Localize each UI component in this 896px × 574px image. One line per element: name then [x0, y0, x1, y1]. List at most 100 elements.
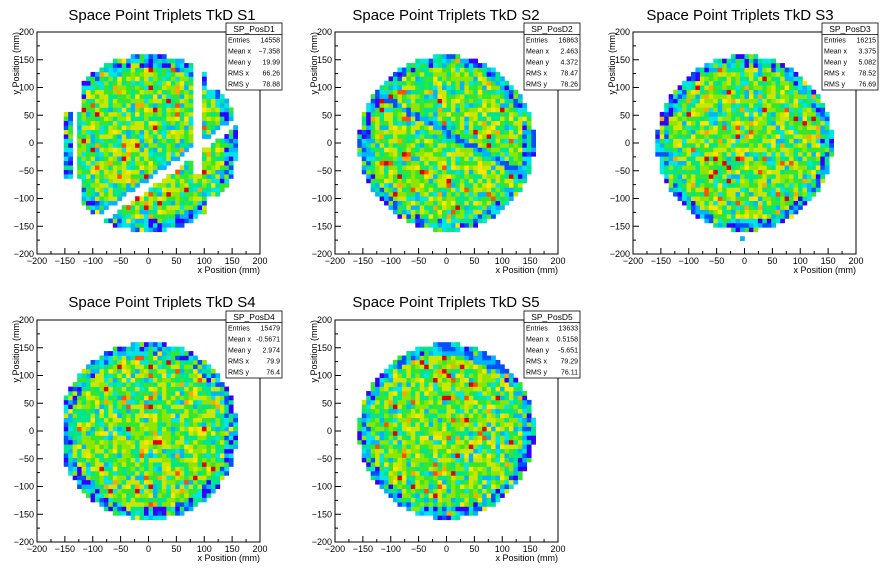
- heatmap-bin: [175, 510, 181, 516]
- heatmap-bin: [455, 205, 461, 210]
- heatmap-bin: [793, 125, 799, 130]
- heatmap-bin: [188, 187, 194, 193]
- heatmap-bin: [753, 165, 759, 170]
- heatmap-bin: [450, 182, 456, 188]
- heatmap-bin: [495, 107, 501, 113]
- heatmap-bin: [152, 227, 158, 233]
- heatmap-bin: [744, 129, 750, 135]
- heatmap-bin: [762, 80, 768, 86]
- heatmap-bin: [170, 178, 176, 184]
- heatmap-bin: [784, 147, 790, 153]
- heatmap-bin: [486, 107, 492, 113]
- heatmap-bin: [384, 85, 389, 91]
- heatmap-bin: [811, 120, 817, 126]
- heatmap-bin: [522, 147, 528, 153]
- heatmap-bin: [170, 125, 176, 130]
- heatmap-bin: [459, 174, 465, 179]
- heatmap-bin: [722, 182, 727, 188]
- heatmap-bin: [392, 76, 398, 82]
- heatmap-bin: [219, 426, 225, 432]
- heatmap-bin: [784, 98, 790, 104]
- heatmap-bin: [121, 453, 127, 458]
- heatmap-bin: [659, 143, 665, 148]
- heatmap-bin: [695, 196, 701, 202]
- heatmap-bin: [193, 359, 198, 365]
- heatmap-bin: [117, 439, 123, 445]
- heatmap-bin: [148, 156, 154, 162]
- heatmap-bin: [139, 111, 145, 117]
- heatmap-bin: [161, 395, 167, 401]
- heatmap-bin: [90, 386, 96, 392]
- heatmap-bin: [139, 218, 145, 224]
- heatmap-bin: [99, 116, 105, 122]
- heatmap-bin: [148, 80, 154, 86]
- heatmap-bin: [690, 156, 696, 162]
- heatmap-bin: [442, 187, 447, 193]
- heatmap-bin: [442, 191, 447, 197]
- heatmap-bin: [121, 510, 127, 516]
- heatmap-bin: [726, 205, 732, 210]
- heatmap-bin: [86, 408, 91, 414]
- heatmap-bin: [157, 205, 163, 210]
- heatmap-bin: [726, 218, 732, 224]
- heatmap-bin: [130, 368, 136, 374]
- heatmap-bin: [157, 479, 163, 485]
- heatmap-bin: [780, 200, 785, 206]
- heatmap-bin: [379, 191, 385, 197]
- heatmap-bin: [108, 182, 114, 188]
- heatmap-bin: [522, 111, 528, 117]
- heatmap-bin: [824, 111, 830, 117]
- heatmap-bin: [112, 355, 118, 361]
- heatmap-bin: [86, 200, 91, 206]
- heatmap-bin: [157, 218, 163, 224]
- heatmap-bin: [392, 151, 398, 157]
- heatmap-bin: [157, 111, 163, 117]
- heatmap-bin: [775, 196, 781, 202]
- heatmap-bin: [762, 147, 768, 153]
- heatmap-bin: [682, 107, 687, 113]
- heatmap-bin: [184, 129, 189, 135]
- heatmap-bin: [139, 89, 145, 95]
- heatmap-bin: [798, 178, 803, 184]
- heatmap-bin: [135, 444, 140, 450]
- heatmap-bin: [175, 351, 181, 356]
- heatmap-bin: [690, 169, 696, 175]
- heatmap-bin: [717, 174, 723, 179]
- heatmap-bin: [144, 89, 149, 95]
- heatmap-bin: [152, 80, 158, 86]
- heatmap-bin: [99, 94, 105, 99]
- heatmap-bin: [771, 63, 777, 68]
- heatmap-bin: [504, 138, 510, 144]
- heatmap-bin: [513, 147, 519, 153]
- heatmap-bin: [157, 493, 163, 498]
- heatmap-bin: [170, 457, 176, 463]
- heatmap-bin: [419, 178, 425, 184]
- heatmap-bin: [193, 187, 198, 193]
- heatmap-bin: [152, 391, 158, 396]
- heatmap-bin: [148, 143, 154, 148]
- heatmap-bin: [108, 151, 114, 157]
- heatmap-bin: [748, 182, 754, 188]
- heatmap-bin: [161, 444, 167, 450]
- heatmap-bin: [771, 222, 777, 228]
- heatmap-bin: [686, 107, 692, 113]
- heatmap-bin: [384, 98, 389, 104]
- heatmap-bin: [673, 156, 678, 162]
- heatmap-bin: [86, 89, 91, 95]
- heatmap-bin: [68, 120, 73, 126]
- heatmap-bin: [184, 138, 189, 144]
- heatmap-bin: [170, 488, 176, 494]
- heatmap-bin: [406, 111, 412, 117]
- heatmap-bin: [94, 453, 100, 458]
- heatmap-bin: [482, 76, 487, 82]
- heatmap-bin: [233, 156, 238, 162]
- heatmap-bin: [437, 214, 443, 219]
- heatmap-bin: [677, 94, 683, 99]
- heatmap-bin: [748, 209, 754, 215]
- heatmap-bin: [410, 200, 416, 206]
- heatmap-bin: [717, 120, 723, 126]
- heatmap-bin: [77, 484, 82, 490]
- heatmap-bin: [77, 462, 82, 467]
- heatmap-bin: [793, 98, 799, 104]
- heatmap-bin: [126, 156, 131, 162]
